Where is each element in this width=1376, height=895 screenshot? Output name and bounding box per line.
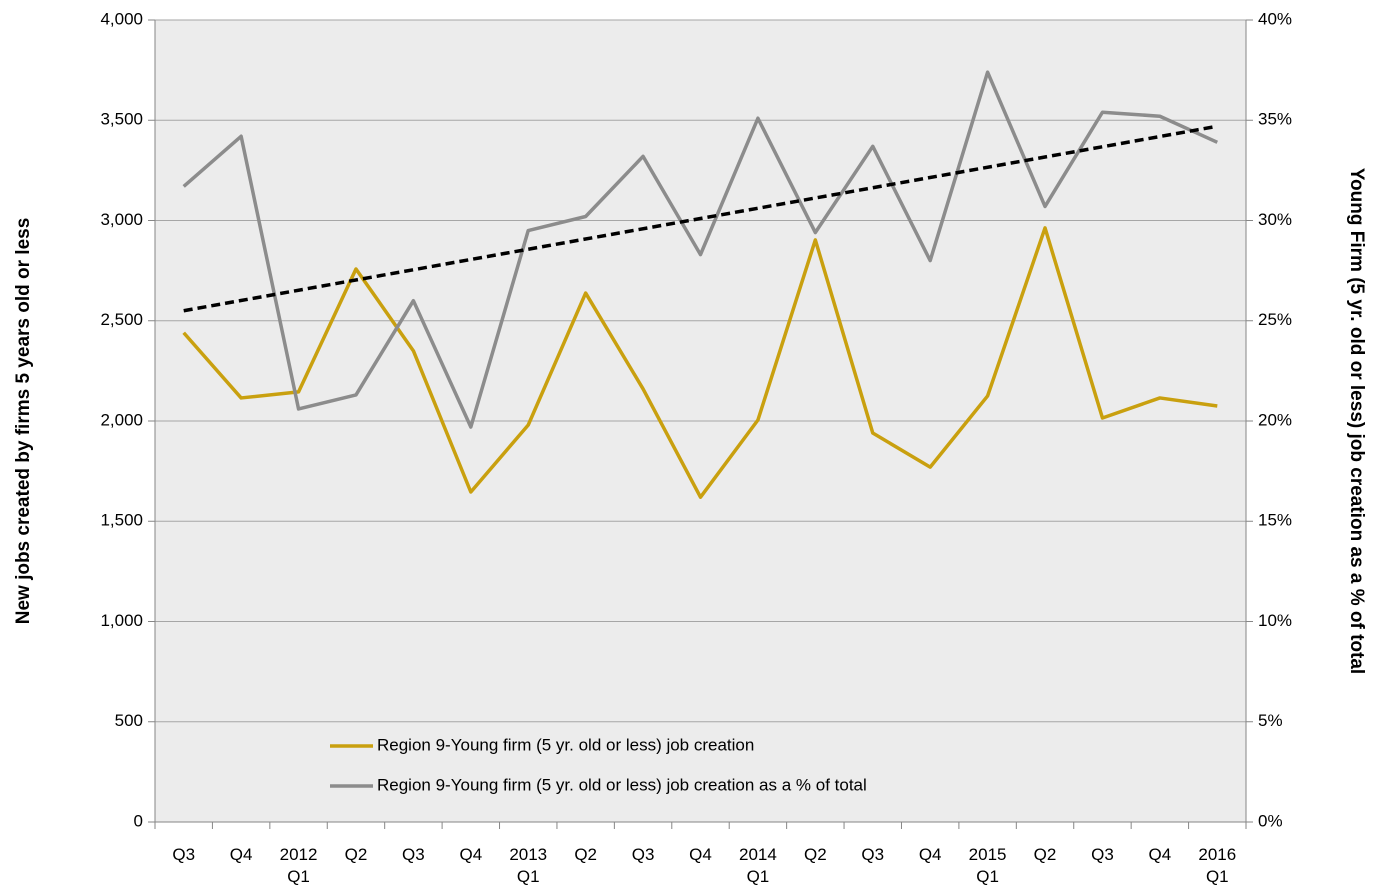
y2-tick-label: 0% xyxy=(1258,811,1283,830)
x-tick-label: Q3 xyxy=(402,845,425,864)
x-tick-label: 2013 Q1 xyxy=(509,845,548,886)
y2-tick-label: 15% xyxy=(1258,511,1292,530)
x-tick-label: Q3 xyxy=(631,845,655,864)
y-tick-label: 1,000 xyxy=(100,611,143,630)
y2-tick-label: 35% xyxy=(1258,110,1292,129)
y-tick-label: 4,000 xyxy=(100,9,143,28)
x-tick-label: Q3 xyxy=(1091,845,1114,864)
y-axis-title: New jobs created by firms 5 years old or… xyxy=(13,218,34,625)
line-series xyxy=(182,70,1219,429)
line-series xyxy=(182,226,1218,499)
x-tick-label: Q2 xyxy=(803,845,827,864)
x-tick-label: 2014 Q1 xyxy=(738,845,777,886)
x-tick-label: 2012 Q1 xyxy=(279,845,318,886)
x-tick-label: Q4 xyxy=(918,845,942,864)
x-tick-label: Q4 xyxy=(229,845,253,864)
y-tick-label: 500 xyxy=(115,711,143,730)
y2-tick-label: 40% xyxy=(1258,9,1292,28)
y-tick-label: 2,500 xyxy=(100,310,143,329)
y-tick-label: 2,000 xyxy=(100,410,143,429)
x-tick-label: Q2 xyxy=(344,845,368,864)
x-tick-label: Q3 xyxy=(861,845,885,864)
y2-tick-label: 5% xyxy=(1258,711,1283,730)
y-tick-label: 0 xyxy=(134,811,143,830)
x-tick-label: Q3 xyxy=(172,845,196,864)
y2-tick-label: 20% xyxy=(1258,410,1292,429)
legend-label: Region 9-Young firm (5 yr. old or less) … xyxy=(377,735,754,754)
x-tick-label: Q4 xyxy=(689,845,712,864)
x-tick-label: 2015 Q1 xyxy=(968,845,1007,886)
trendline xyxy=(183,124,1218,313)
x-tick-label: Q4 xyxy=(1148,845,1172,864)
y-tick-label: 3,000 xyxy=(100,210,143,229)
x-tick-label: 2016 Q1 xyxy=(1198,845,1237,886)
y2-tick-label: 25% xyxy=(1258,310,1292,329)
x-tick-label: Q4 xyxy=(459,845,483,864)
y-tick-label: 3,500 xyxy=(100,110,143,129)
y2-tick-label: 30% xyxy=(1258,210,1292,229)
x-tick-label: Q2 xyxy=(1033,845,1057,864)
legend-label: Region 9-Young firm (5 yr. old or less) … xyxy=(377,775,867,794)
y-tick-label: 1,500 xyxy=(100,511,143,530)
x-tick-label: Q2 xyxy=(574,845,597,864)
y2-axis-title: Young Firm (5 yr. old or less) job creat… xyxy=(1346,168,1367,674)
y2-tick-label: 10% xyxy=(1258,611,1292,630)
